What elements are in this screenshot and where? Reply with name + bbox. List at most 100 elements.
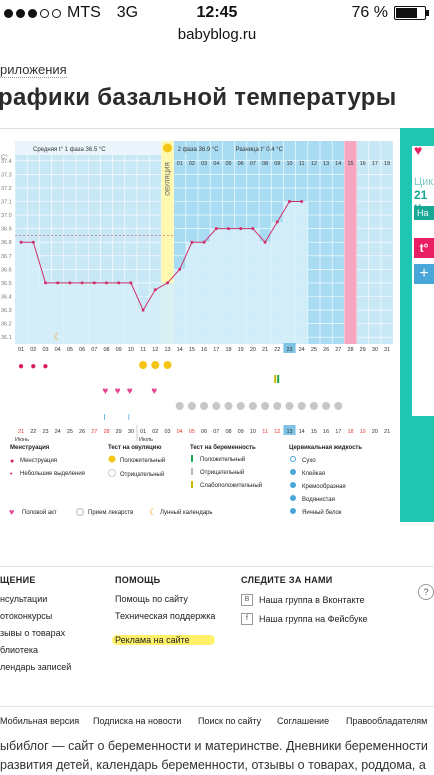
temperature-point <box>129 281 133 285</box>
temperature-point <box>141 308 145 312</box>
facebook-group-link[interactable]: Наша группа на Фейсбуке <box>259 614 368 624</box>
legend-pregnancy-positive: Положительный <box>200 456 245 463</box>
nav-newsletter[interactable]: Подписка на новости <box>93 716 182 726</box>
day-number: 29 <box>360 347 366 353</box>
pregnancy-weak-icon <box>191 481 193 488</box>
sidebar-button[interactable]: На <box>414 206 434 220</box>
cervical-icon <box>290 495 296 501</box>
footer-heading: СЛЕДИТЕ ЗА НАМИ <box>241 575 333 585</box>
y-tick-label: 36.5 <box>1 281 12 287</box>
top-day-label: 06 <box>238 161 244 167</box>
day-number: 08 <box>103 347 109 353</box>
top-day-label: 14 <box>335 161 341 167</box>
temperature-point <box>202 240 206 244</box>
page-title: рафики базальной температуры <box>0 84 397 111</box>
temperature-point <box>117 281 121 285</box>
calendar-date: 17 <box>335 429 341 435</box>
temperature-bar <box>27 242 40 344</box>
calendar-date: 01 <box>140 429 146 435</box>
temperature-point <box>166 281 169 285</box>
ovulation-negative-icon <box>108 469 116 477</box>
temperature-bar <box>124 282 137 344</box>
y-tick-label: 37.4 <box>1 159 12 165</box>
top-day-label: 16 <box>360 161 366 167</box>
temperature-bar <box>198 242 211 344</box>
calendar-date: 08 <box>225 429 231 435</box>
temperature-point <box>288 200 291 203</box>
nav-copyright[interactable]: Правообладателям <box>346 716 428 726</box>
day-number: 04 <box>55 347 61 353</box>
temperature-point <box>190 240 194 244</box>
temperature-bar <box>51 282 64 344</box>
site-description: ыбиблог — сайт о беременности и материнс… <box>0 739 428 772</box>
network-type: 3G <box>116 4 139 21</box>
lunar-icon: ☾ <box>149 507 157 517</box>
help-icon[interactable]: ? <box>418 584 434 600</box>
add-icon[interactable]: + <box>414 264 434 284</box>
day-number: 26 <box>323 347 329 353</box>
temperature-bar <box>112 282 125 344</box>
y-axis-unit: C° <box>1 155 8 161</box>
temperature-bar <box>271 221 284 344</box>
medication-icon <box>175 402 184 410</box>
medication-icon <box>297 402 306 410</box>
y-tick-label: 36.8 <box>1 240 12 246</box>
menstruation-column <box>344 141 357 344</box>
nav-search[interactable]: Поиск по сайту <box>198 716 262 726</box>
nav-mobile-version[interactable]: Мобильная версия <box>0 716 80 726</box>
y-tick-label: 36.7 <box>1 254 12 260</box>
calendar-date: 09 <box>238 429 244 435</box>
breadcrumb[interactable]: риложения <box>0 62 67 78</box>
vk-group-link[interactable]: Наша группа в Вконтакте <box>259 595 365 605</box>
calendar-date: 22 <box>30 429 36 435</box>
legend-cervical-item: Сухо <box>302 458 316 464</box>
temperature-add-icon[interactable]: t° <box>414 238 434 258</box>
footer-link-calendar[interactable]: лендарь записей <box>0 662 72 672</box>
medication-icon <box>236 402 245 410</box>
legend-cervical-title: Цервикальная жидкость <box>289 445 362 451</box>
battery-percent: 76 % <box>351 4 388 21</box>
current-day-highlight <box>283 343 296 353</box>
temperature-bar <box>161 282 174 344</box>
ovulation-label: ОВУЛЯЦИЯ <box>165 162 171 195</box>
footer-link-consultations[interactable]: нсультации <box>0 594 48 604</box>
vk-icon: В <box>241 594 253 606</box>
footer-link-photo-contests[interactable]: отоконкурсы <box>0 611 53 621</box>
calendar-date: 14 <box>299 429 305 435</box>
address-bar[interactable]: babyblog.ru <box>177 26 257 43</box>
nav-agreement[interactable]: Соглашение <box>277 716 330 726</box>
temperature-point <box>105 281 108 285</box>
medication-icon <box>224 402 233 410</box>
footer-column-help: ПОМОЩЬ Помощь по сайту Техническая подде… <box>112 575 216 652</box>
battery-icon <box>394 6 429 20</box>
temperature-point <box>44 281 47 285</box>
top-day-label: 01 <box>177 161 183 167</box>
calendar-date: 18 <box>347 429 353 435</box>
calendar-date: 06 <box>201 429 207 435</box>
day-number: 17 <box>213 347 219 353</box>
top-day-label: 02 <box>189 161 195 167</box>
footer-link-library[interactable]: блиотека <box>0 645 39 655</box>
calendar-date: 04 <box>177 429 183 435</box>
calendar-date: 02 <box>152 429 158 435</box>
footer-link-help[interactable]: Помощь по сайту <box>115 594 188 604</box>
phase1-header <box>15 141 174 155</box>
footer-link-support[interactable]: Техническая поддержка <box>115 611 216 621</box>
day-number: 31 <box>384 347 390 353</box>
calendar-date: 16 <box>323 429 329 435</box>
temperature-bar <box>137 310 150 344</box>
heart-icon[interactable]: ♥ <box>414 142 423 158</box>
cycle-sidebar: ♥ Цикл 21 К На t° + <box>400 128 434 522</box>
legend-cervical-item: Водянистая <box>302 497 335 503</box>
y-tick-label: 37.3 <box>1 172 12 178</box>
ovulation-test-positive-icon <box>139 361 148 369</box>
temperature-line <box>21 201 302 312</box>
temperature-difference: Разница t° 0.4 °С <box>236 147 284 153</box>
calendar-date: 21 <box>18 429 24 435</box>
footer-link-reviews[interactable]: зывы о товарах <box>0 628 66 638</box>
y-tick-label: 36.4 <box>1 295 12 301</box>
temperature-point <box>80 281 84 285</box>
clock: 12:45 <box>196 4 238 21</box>
footer-link-advertising[interactable]: Реклама на сайте <box>112 635 216 645</box>
menstruation-drop-icon: ● <box>30 361 36 372</box>
